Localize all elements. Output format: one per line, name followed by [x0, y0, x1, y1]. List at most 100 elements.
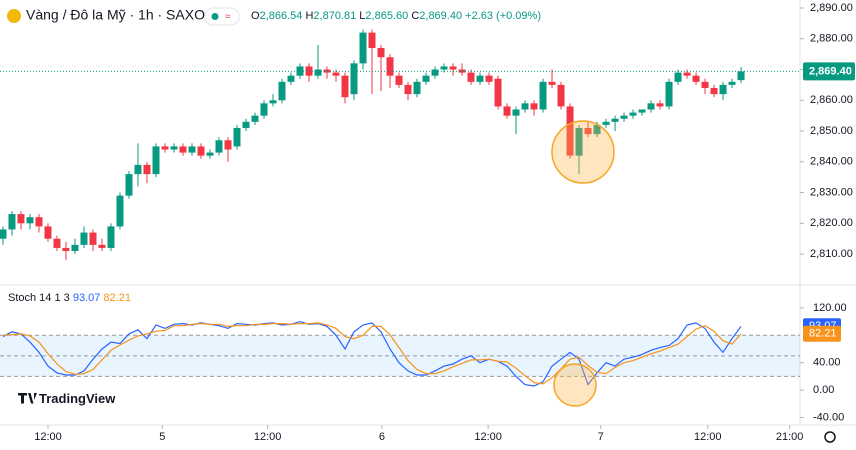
- candle-body: [359, 32, 367, 64]
- indicator-name: Stoch 14 1 3: [8, 292, 70, 304]
- candle-body: [494, 78, 502, 107]
- y-tick-label: 2,890.00: [810, 2, 853, 14]
- x-tick-label: 12:00: [254, 431, 282, 443]
- candle-body: [197, 146, 205, 156]
- candle-body: [710, 87, 718, 95]
- value-label: 82.21: [809, 328, 837, 340]
- x-tick-label: 12:00: [34, 431, 62, 443]
- candle-body: [503, 106, 511, 116]
- candle-body: [665, 81, 673, 107]
- candle-body: [584, 127, 592, 135]
- candle-body: [0, 229, 7, 239]
- settings-icon[interactable]: [824, 431, 836, 443]
- candle-body: [62, 247, 70, 252]
- y-tick-label: 40.00: [813, 357, 841, 369]
- candle-body: [602, 121, 610, 125]
- candle-body: [152, 146, 160, 175]
- watermark-logo: [18, 393, 37, 404]
- candle-body: [98, 244, 106, 248]
- candle-body: [116, 195, 124, 227]
- candle-body: [737, 71, 745, 81]
- y-tick-label: 0.00: [813, 384, 834, 396]
- candle-body: [701, 81, 709, 88]
- symbol-title: Vàng / Đô la Mỹ · 1h · SAXO: [26, 7, 205, 23]
- stoch-line: [2, 322, 742, 385]
- status-icon: ≈: [225, 12, 231, 23]
- candle-body: [26, 217, 34, 224]
- x-tick-label: 12:00: [474, 431, 502, 443]
- candle-body: [575, 127, 583, 156]
- candle-body: [332, 72, 340, 76]
- candle-body: [521, 103, 529, 110]
- candle-body: [206, 152, 214, 156]
- x-tick-label: 6: [379, 431, 385, 443]
- price-label-box: [803, 62, 855, 81]
- candle-body: [530, 103, 538, 110]
- candle-body: [314, 69, 322, 76]
- candle-body: [422, 75, 430, 82]
- candle-body: [674, 72, 682, 82]
- watermark-box: [10, 385, 118, 413]
- candle-body: [161, 146, 169, 150]
- candle-body: [242, 121, 250, 128]
- candle-body: [413, 81, 421, 95]
- candle-body: [629, 112, 637, 116]
- candle-body: [44, 226, 52, 239]
- candle-body: [233, 127, 241, 147]
- price-pane: 2,810.00 2,820.00 2,830.00 2,840.00 2,850.00…: [0, 2, 855, 261]
- ohlc-key: C: [411, 10, 419, 22]
- candle-body: [404, 84, 412, 95]
- candle-body: [143, 164, 151, 175]
- candle-body: [566, 106, 574, 156]
- price-label: 2,869.40: [809, 65, 852, 77]
- y-tick-label: 2,850.00: [810, 125, 853, 137]
- candle-body: [593, 124, 601, 135]
- y-tick-label: -40.00: [813, 411, 844, 423]
- candle-body: [134, 164, 142, 175]
- candle-body: [440, 66, 448, 70]
- candle-body: [395, 75, 403, 85]
- indicator-value: 82.21: [103, 292, 131, 304]
- candle-body: [8, 214, 16, 230]
- candle-body: [80, 232, 88, 245]
- status-pill[interactable]: [204, 7, 240, 26]
- ohlc-value: 2,865.60: [365, 10, 408, 22]
- ohlc-value: 2,870.81: [313, 10, 356, 22]
- y-tick-label: 2,810.00: [810, 248, 853, 260]
- x-tick-label: 12:00: [694, 431, 722, 443]
- change: +2.63 (+0.09%): [465, 10, 541, 22]
- y-tick-label: 2,860.00: [810, 94, 853, 106]
- candle-body: [287, 75, 295, 82]
- candle-body: [224, 140, 232, 150]
- highlight-circle: [553, 363, 597, 407]
- candle-body: [188, 146, 196, 153]
- candle-body: [377, 47, 385, 58]
- x-tick-label: 7: [598, 431, 604, 443]
- candle-body: [647, 103, 655, 110]
- candle-body: [476, 75, 484, 82]
- ohlc-key: L: [359, 10, 365, 22]
- candle-body: [368, 32, 376, 48]
- ohlc-key: H: [305, 10, 313, 22]
- y-tick-label: 120.00: [813, 302, 847, 314]
- indicator-value: 93.07: [73, 292, 101, 304]
- symbol-icon: [7, 9, 21, 23]
- candle-body: [539, 81, 547, 110]
- value-label-box: [803, 325, 841, 342]
- candle-body: [512, 109, 520, 116]
- y-tick-label: 2,820.00: [810, 217, 853, 229]
- candle-body: [278, 81, 286, 101]
- candle-body: [53, 238, 61, 248]
- candle-body: [71, 244, 79, 252]
- candle-body: [35, 217, 43, 227]
- candle-body: [89, 232, 97, 245]
- candle-body: [728, 81, 736, 85]
- candle-body: [17, 214, 25, 224]
- candle-body: [215, 140, 223, 153]
- stoch-line: [2, 320, 742, 387]
- candle-body: [107, 226, 115, 248]
- candle-body: [260, 103, 268, 116]
- candle-body: [719, 84, 727, 95]
